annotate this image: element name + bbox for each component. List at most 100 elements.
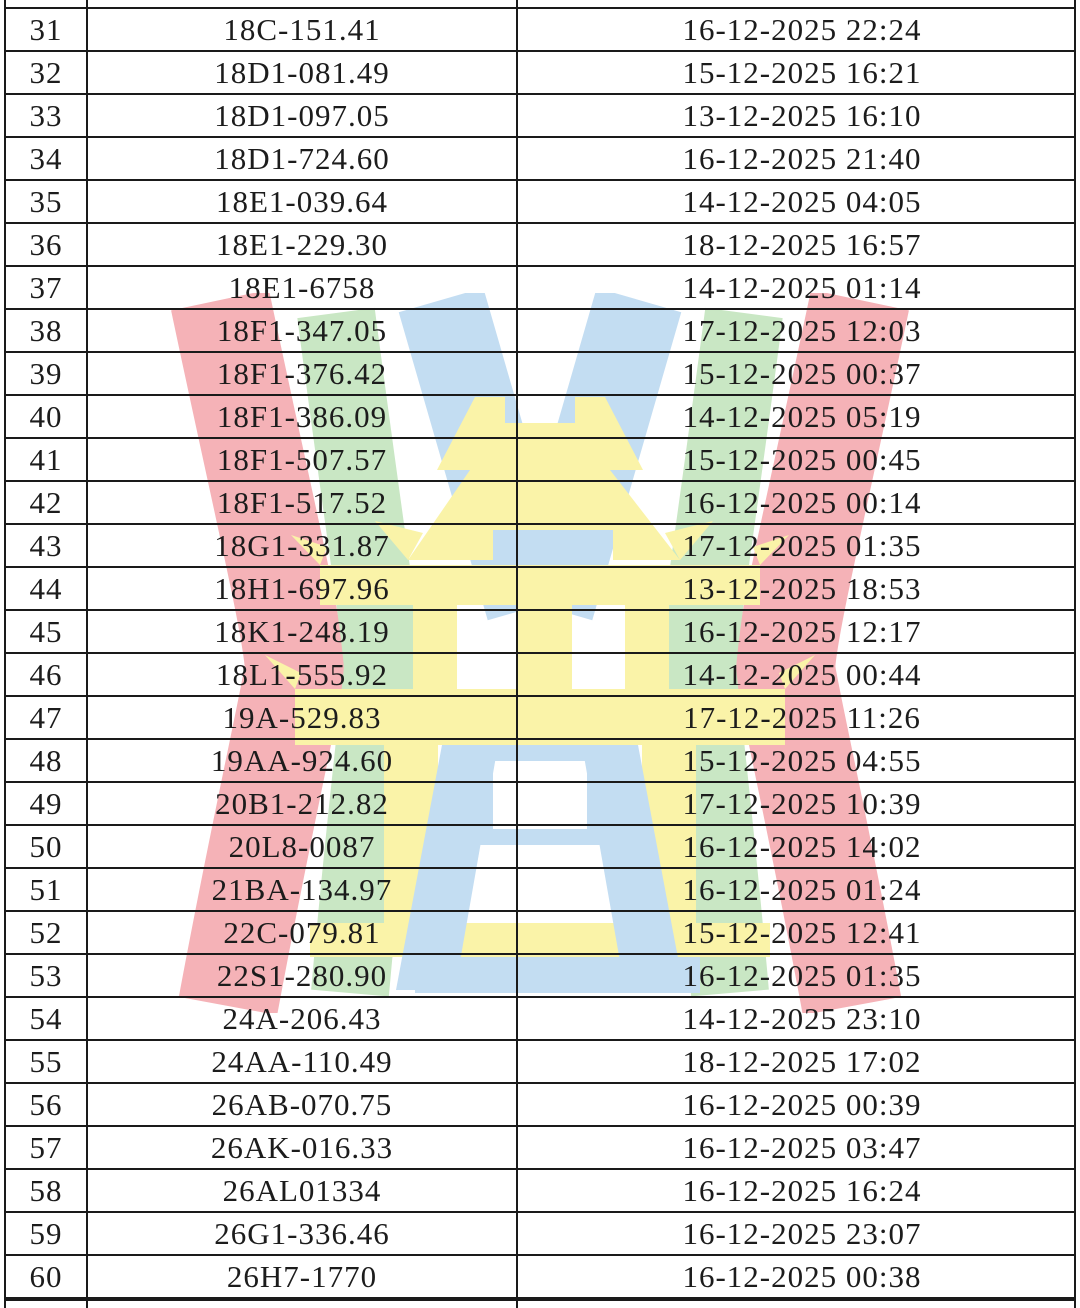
cell-datetime: 15-12-2025 12:41 xyxy=(682,915,922,950)
cell-index: 44 xyxy=(6,568,88,609)
cell-index: 53 xyxy=(6,955,88,996)
cell-datetime: 16-12-2025 14:02 xyxy=(682,829,922,864)
cell-datetime: 17-12-2025 01:35 xyxy=(682,528,922,563)
cell-plate: 24AA-110.49 xyxy=(88,1041,518,1082)
cell-index: 39 xyxy=(6,353,88,394)
table-row: 46 18L1-555.92 14-12-2025 00:44 xyxy=(6,654,1074,697)
cell-datetime: 18-12-2025 16:57 xyxy=(682,227,922,262)
cell-datetime: 16-12-2025 03:47 xyxy=(682,1130,922,1165)
table-row: 55 24AA-110.49 18-12-2025 17:02 xyxy=(6,1041,1074,1084)
cell-index: 37 xyxy=(6,267,88,308)
cell-datetime: 13-12-2025 18:53 xyxy=(682,571,922,606)
cell-datetime: 15-12-2025 16:21 xyxy=(682,55,922,90)
table-row: 60 26H7-1770 16-12-2025 00:38 xyxy=(6,1256,1074,1299)
cell-datetime: 17-12-2025 11:26 xyxy=(683,700,921,735)
cell-index: 45 xyxy=(6,611,88,652)
cell-datetime: 16-12-2025 00:14 xyxy=(682,485,922,520)
cell-datetime: 16-12-2025 23:07 xyxy=(682,1216,922,1251)
cell-index: 56 xyxy=(6,1084,88,1125)
cell-plate: 26H7-1770 xyxy=(88,1256,518,1297)
cell-index: 57 xyxy=(6,1127,88,1168)
partial-cell xyxy=(6,0,88,7)
cell-datetime: 14-12-2025 05:19 xyxy=(682,399,922,434)
table-row: 32 18D1-081.49 15-12-2025 16:21 xyxy=(6,52,1074,95)
cell-index: 49 xyxy=(6,783,88,824)
table-row: 40 18F1-386.09 14-12-2025 05:19 xyxy=(6,396,1074,439)
cell-datetime: 16-12-2025 16:24 xyxy=(682,1173,922,1208)
table-row: 38 18F1-347.05 17-12-2025 12:03 xyxy=(6,310,1074,353)
cell-index: 33 xyxy=(6,95,88,136)
table-row: 47 19A-529.83 17-12-2025 11:26 xyxy=(6,697,1074,740)
cell-plate: 22C-079.81 xyxy=(88,912,518,953)
table-row: 59 26G1-336.46 16-12-2025 23:07 xyxy=(6,1213,1074,1256)
table-row: 54 24A-206.43 14-12-2025 23:10 xyxy=(6,998,1074,1041)
cell-plate: 18H1-697.96 xyxy=(88,568,518,609)
cell-index: 31 xyxy=(6,9,88,50)
table-row: 49 20B1-212.82 17-12-2025 10:39 xyxy=(6,783,1074,826)
cell-datetime: 16-12-2025 12:17 xyxy=(682,614,922,649)
table-row: 42 18F1-517.52 16-12-2025 00:14 xyxy=(6,482,1074,525)
cell-plate: 26G1-336.46 xyxy=(88,1213,518,1254)
cell-datetime: 16-12-2025 01:35 xyxy=(682,958,922,993)
cell-index: 41 xyxy=(6,439,88,480)
cell-index: 58 xyxy=(6,1170,88,1211)
cell-plate: 26AB-070.75 xyxy=(88,1084,518,1125)
cell-datetime: 18-12-2025 17:02 xyxy=(682,1044,922,1079)
table-row: 51 21BA-134.97 16-12-2025 01:24 xyxy=(6,869,1074,912)
table-row: 39 18F1-376.42 15-12-2025 00:37 xyxy=(6,353,1074,396)
cell-plate: 18E1-229.30 xyxy=(88,224,518,265)
cell-index: 38 xyxy=(6,310,88,351)
table-row: 41 18F1-507.57 15-12-2025 00:45 xyxy=(6,439,1074,482)
cell-datetime: 14-12-2025 01:14 xyxy=(682,270,922,305)
cell-index: 34 xyxy=(6,138,88,179)
table-row: 31 18C-151.41 16-12-2025 22:24 xyxy=(6,9,1074,52)
cell-plate: 26AL01334 xyxy=(88,1170,518,1211)
cell-index: 40 xyxy=(6,396,88,437)
cell-plate: 18E1-039.64 xyxy=(88,181,518,222)
partial-row-top xyxy=(4,0,1076,7)
cell-plate: 26AK-016.33 xyxy=(88,1127,518,1168)
cell-index: 36 xyxy=(6,224,88,265)
cell-datetime: 16-12-2025 21:40 xyxy=(682,141,922,176)
cell-plate: 18C-151.41 xyxy=(88,9,518,50)
cell-index: 54 xyxy=(6,998,88,1039)
cell-index: 43 xyxy=(6,525,88,566)
cell-index: 42 xyxy=(6,482,88,523)
cell-index: 32 xyxy=(6,52,88,93)
table-row: 53 22S1-280.90 16-12-2025 01:35 xyxy=(6,955,1074,998)
cell-index: 60 xyxy=(6,1256,88,1297)
partial-cell xyxy=(518,1301,1074,1308)
cell-plate: 18D1-081.49 xyxy=(88,52,518,93)
cell-plate: 18F1-386.09 xyxy=(88,396,518,437)
cell-plate: 18F1-507.57 xyxy=(88,439,518,480)
cell-datetime: 16-12-2025 01:24 xyxy=(682,872,922,907)
cell-plate: 18F1-376.42 xyxy=(88,353,518,394)
cell-plate: 18F1-517.52 xyxy=(88,482,518,523)
cell-plate: 18L1-555.92 xyxy=(88,654,518,695)
cell-plate: 21BA-134.97 xyxy=(88,869,518,910)
table-row: 35 18E1-039.64 14-12-2025 04:05 xyxy=(6,181,1074,224)
cell-datetime: 14-12-2025 04:05 xyxy=(682,184,922,219)
table-body: 31 18C-151.41 16-12-2025 22:24 32 18D1-081.4… xyxy=(4,7,1076,1299)
cell-plate: 18D1-724.60 xyxy=(88,138,518,179)
cell-datetime: 14-12-2025 23:10 xyxy=(682,1001,922,1036)
cell-plate: 19A-529.83 xyxy=(88,697,518,738)
cell-plate: 24A-206.43 xyxy=(88,998,518,1039)
table-row: 48 19AA-924.60 15-12-2025 04:55 xyxy=(6,740,1074,783)
cell-datetime: 15-12-2025 04:55 xyxy=(682,743,922,778)
cell-datetime: 14-12-2025 00:44 xyxy=(682,657,922,692)
partial-cell xyxy=(6,1301,88,1308)
cell-plate: 18K1-248.19 xyxy=(88,611,518,652)
cell-datetime: 15-12-2025 00:45 xyxy=(682,442,922,477)
cell-index: 52 xyxy=(6,912,88,953)
cell-plate: 18D1-097.05 xyxy=(88,95,518,136)
table-row: 57 26AK-016.33 16-12-2025 03:47 xyxy=(6,1127,1074,1170)
cell-plate: 19AA-924.60 xyxy=(88,740,518,781)
cell-datetime: 13-12-2025 16:10 xyxy=(682,98,922,133)
cell-index: 50 xyxy=(6,826,88,867)
table-row: 52 22C-079.81 15-12-2025 12:41 xyxy=(6,912,1074,955)
table-row: 50 20L8-0087 16-12-2025 14:02 xyxy=(6,826,1074,869)
cell-index: 51 xyxy=(6,869,88,910)
